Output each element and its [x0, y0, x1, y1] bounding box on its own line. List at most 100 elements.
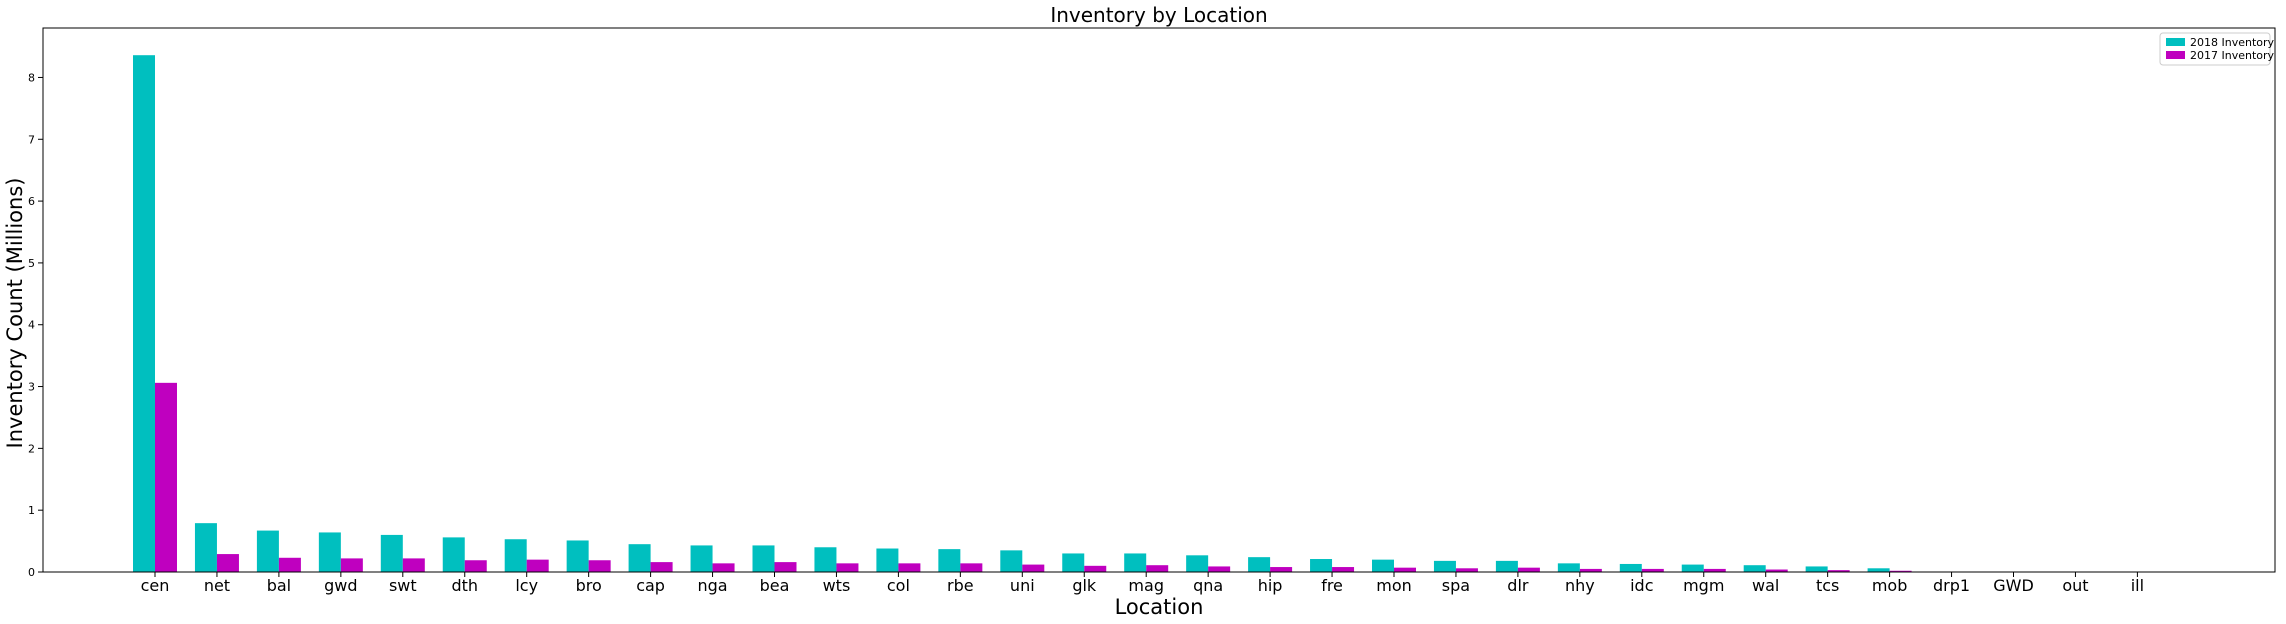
bar-wal-series-2 — [1765, 569, 1788, 572]
y-tick-label: 4 — [28, 319, 35, 332]
x-tick-label: lcy — [515, 576, 538, 595]
bar-fre-series-2 — [1332, 567, 1355, 572]
bar-glk-series-2 — [1084, 565, 1107, 572]
bar-bro-series-1 — [566, 540, 589, 572]
bar-swt-series-2 — [402, 558, 425, 572]
plot-frame — [42, 27, 2276, 573]
bar-bea-series-1 — [752, 545, 775, 572]
bar-fre-series-1 — [1310, 559, 1333, 572]
bar-nga-series-2 — [712, 563, 735, 572]
y-tick-label: 5 — [28, 257, 35, 270]
bar-swt-series-1 — [380, 534, 403, 572]
bar-nhy-series-1 — [1557, 563, 1580, 572]
x-tick-label: tcs — [1816, 576, 1839, 595]
legend-label: 2017 Inventory — [2190, 49, 2275, 62]
bar-dth-series-1 — [442, 537, 465, 572]
bar-glk-series-1 — [1062, 553, 1085, 572]
bar-rbe-series-1 — [938, 549, 961, 572]
bar-wts-series-2 — [836, 563, 859, 572]
bar-tcs-series-2 — [1827, 570, 1850, 572]
x-tick-label: rbe — [947, 576, 974, 595]
x-tick-label: drp1 — [1933, 576, 1970, 595]
x-tick-label: dth — [451, 576, 478, 595]
bar-spa-series-1 — [1433, 560, 1456, 572]
bar-mgm-series-2 — [1703, 568, 1726, 572]
bar-idc-series-2 — [1641, 568, 1664, 572]
x-tick-label: spa — [1442, 576, 1470, 595]
bar-cap-series-2 — [650, 562, 673, 572]
bar-nhy-series-2 — [1579, 568, 1602, 572]
x-tick-label: bro — [576, 576, 602, 595]
x-tick-label: mon — [1376, 576, 1412, 595]
x-tick-label: uni — [1010, 576, 1035, 595]
bar-bal-series-1 — [256, 530, 279, 572]
x-tick-label: wal — [1752, 576, 1779, 595]
x-tick-label: mgm — [1683, 576, 1724, 595]
y-tick-label: 7 — [28, 133, 35, 146]
legend-swatch — [2166, 51, 2185, 59]
y-tick-label: 0 — [28, 566, 35, 579]
x-axis-label: Location — [1115, 595, 1204, 619]
y-axis-label: Inventory Count (Millions) — [3, 178, 27, 449]
bar-net-series-2 — [216, 554, 239, 572]
x-tick-label: mag — [1128, 576, 1164, 595]
bar-mon-series-1 — [1372, 559, 1394, 572]
bar-mgm-series-1 — [1681, 564, 1704, 572]
bar-col-series-2 — [898, 563, 921, 572]
bar-mon-series-2 — [1394, 567, 1416, 572]
x-tick-label: swt — [389, 576, 417, 595]
bar-bro-series-2 — [588, 560, 611, 572]
y-tick-label: 8 — [28, 71, 35, 84]
y-tick-label: 6 — [28, 195, 35, 208]
x-tick-label: col — [887, 576, 910, 595]
x-tick-label: hip — [1258, 576, 1283, 595]
x-tick-label: out — [2062, 576, 2088, 595]
bars-group — [133, 55, 1912, 572]
bar-spa-series-2 — [1455, 568, 1478, 572]
bar-mag-series-2 — [1146, 565, 1169, 572]
bar-mob-series-1 — [1867, 568, 1890, 572]
bar-mag-series-1 — [1124, 553, 1147, 572]
bar-cen-series-1 — [133, 55, 155, 572]
bar-bal-series-2 — [278, 557, 301, 572]
bar-gwd-series-1 — [318, 532, 341, 572]
x-tick-label: dlr — [1507, 576, 1529, 595]
y-tick-label: 3 — [28, 381, 35, 394]
bar-qna-series-2 — [1208, 566, 1231, 572]
bar-wts-series-1 — [814, 547, 837, 572]
x-tick-label: fre — [1321, 576, 1343, 595]
bar-bea-series-2 — [774, 562, 797, 572]
bar-lcy-series-1 — [504, 539, 527, 572]
bar-lcy-series-2 — [526, 559, 549, 572]
legend-box — [2159, 32, 2271, 66]
legend-label: 2018 Inventory — [2190, 36, 2275, 49]
x-tick-label: net — [204, 576, 230, 595]
bar-hip-series-1 — [1248, 557, 1271, 572]
bar-rbe-series-2 — [960, 563, 983, 572]
bar-dlr-series-1 — [1495, 560, 1518, 572]
x-tick-label: cap — [636, 576, 665, 595]
bar-cen-series-2 — [155, 382, 177, 572]
x-tick-label: GWD — [1993, 576, 2034, 595]
x-ticks-group: cen net bal gwd swt dth lcy bro cap nga bea wts col r… — [141, 572, 2144, 595]
x-tick-label: wts — [823, 576, 851, 595]
bar-nga-series-1 — [690, 545, 713, 572]
x-tick-label: qna — [1193, 576, 1223, 595]
bar-tcs-series-1 — [1805, 566, 1828, 572]
bar-uni-series-2 — [1022, 564, 1045, 572]
x-tick-label: glk — [1072, 576, 1097, 595]
y-tick-label: 1 — [28, 504, 35, 517]
bar-dth-series-2 — [464, 560, 487, 572]
x-tick-label: mob — [1872, 576, 1908, 595]
x-tick-label: nhy — [1565, 576, 1595, 595]
x-tick-label: gwd — [324, 576, 357, 595]
chart-title: Inventory by Location — [1050, 3, 1267, 27]
bar-idc-series-1 — [1619, 563, 1642, 572]
bar-qna-series-1 — [1186, 555, 1209, 572]
x-tick-label: idc — [1630, 576, 1653, 595]
bar-net-series-1 — [194, 523, 217, 572]
x-tick-label: bal — [267, 576, 291, 595]
